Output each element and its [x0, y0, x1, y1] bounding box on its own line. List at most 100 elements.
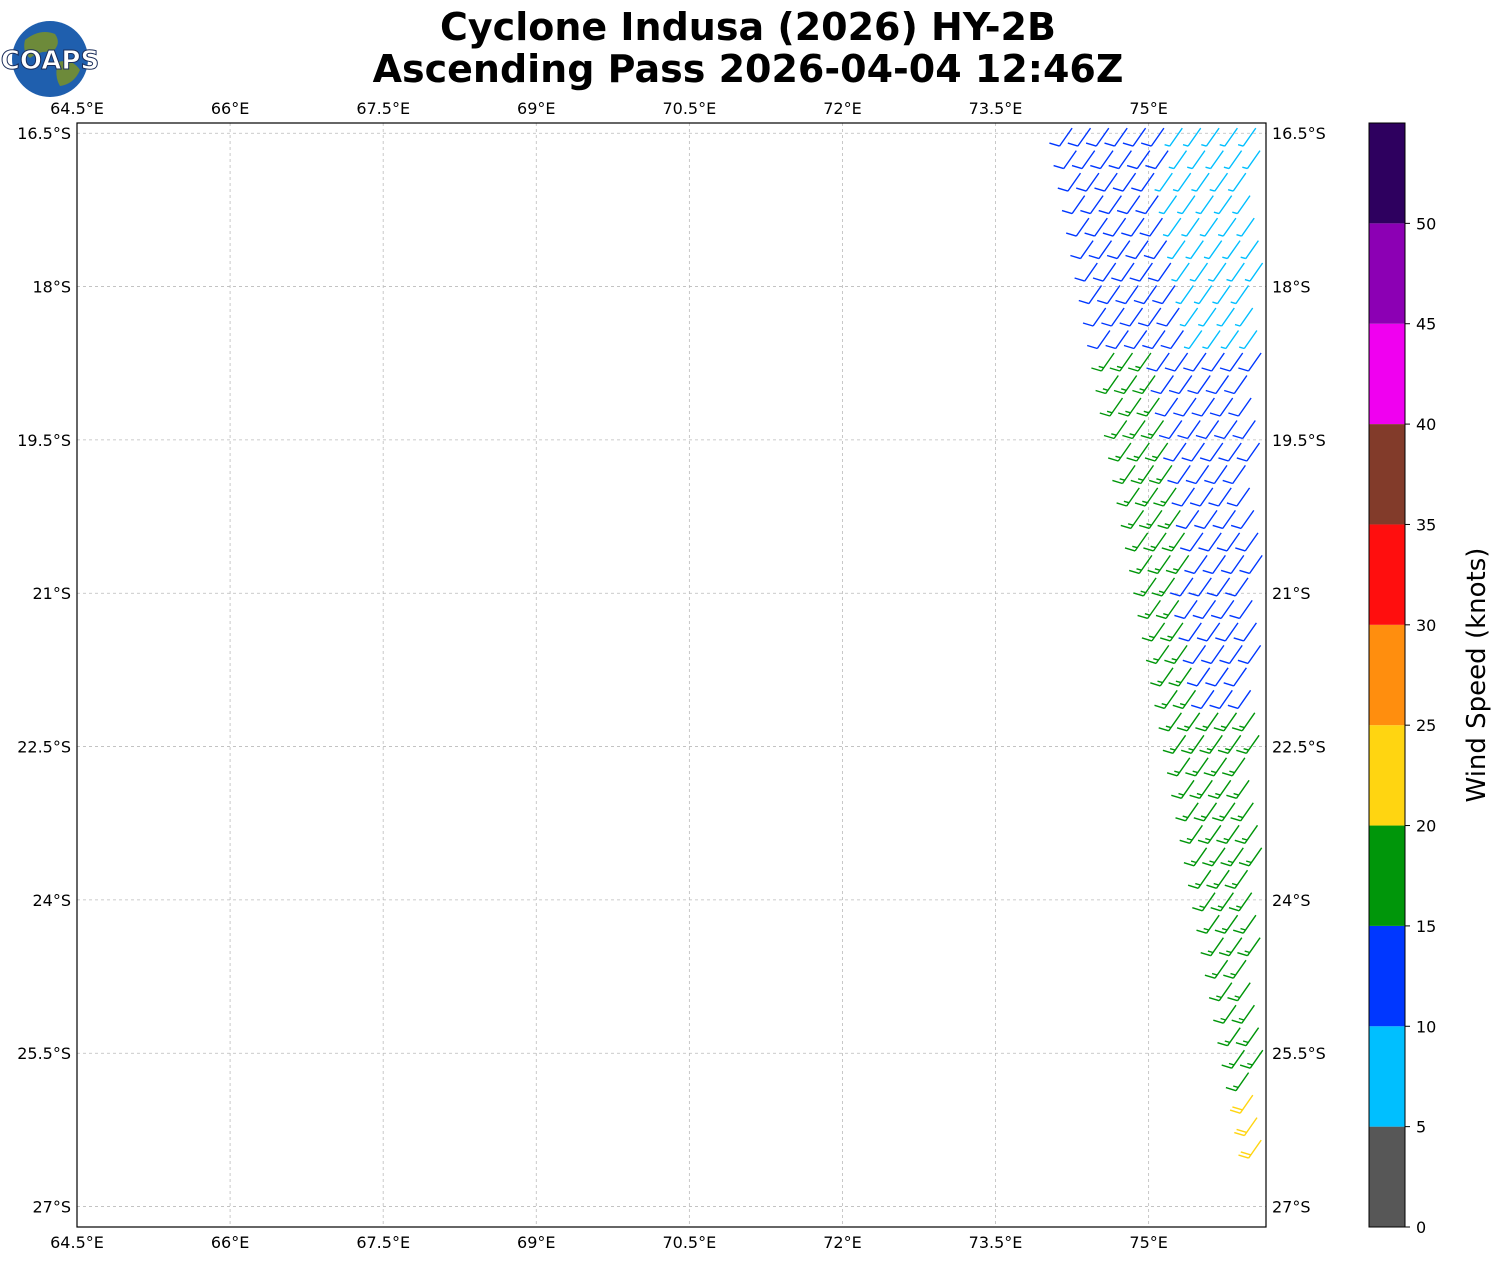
wind-barb: [1235, 1027, 1260, 1047]
wind-barb: [1102, 217, 1127, 237]
wind-barb: [1147, 262, 1172, 282]
wind-barb: [1182, 644, 1207, 665]
wind-barb: [1158, 712, 1182, 732]
lon-tick-label: 67.5°E: [356, 1233, 410, 1252]
map-background: [77, 123, 1266, 1227]
wind-barb: [1190, 689, 1215, 710]
wind-barb: [1136, 397, 1160, 417]
wind-barb: [1053, 150, 1077, 170]
wind-barb: [1187, 375, 1211, 395]
wind-barb: [1239, 1049, 1264, 1069]
wind-barb: [1209, 172, 1229, 192]
wind-barb: [1160, 330, 1184, 350]
wind-barb: [1222, 240, 1241, 260]
wind-barb: [1216, 532, 1241, 552]
wind-barb: [1227, 982, 1251, 1002]
wind-barb: [1185, 240, 1204, 260]
wind-barb: [1234, 1117, 1258, 1137]
colorbar: 0 5 10 15 20 25 30 35 40 45 50 Wind Speed (knots): [1368, 122, 1492, 1237]
wind-barb: [1229, 599, 1253, 620]
colorbar-bin: [1369, 1126, 1405, 1227]
wind-barb: [1160, 622, 1184, 642]
wind-barb: [1201, 127, 1220, 147]
wind-barb: [1171, 779, 1195, 799]
wind-barb: [1207, 779, 1232, 799]
wind-barb: [1129, 554, 1153, 575]
wind-barb: [1112, 172, 1137, 192]
lon-tick-label: 75°E: [1129, 1233, 1167, 1252]
wind-barb: [1223, 959, 1247, 979]
wind-barb: [1074, 262, 1098, 282]
wind-barb: [1191, 397, 1215, 417]
lon-tick-label: 75°E: [1129, 99, 1167, 118]
wind-barb: [1135, 195, 1159, 215]
wind-barb: [1230, 285, 1250, 305]
wind-barb: [1154, 397, 1179, 417]
wind-barb: [1116, 487, 1140, 507]
wind-barb: [1080, 195, 1104, 215]
wind-barb: [1233, 914, 1257, 934]
wind-barb: [1200, 644, 1225, 665]
lat-tick-label: 19.5°S: [1272, 431, 1326, 450]
wind-barb: [1193, 285, 1213, 305]
wind-barb: [1162, 217, 1182, 237]
wind-barb: [1213, 1004, 1237, 1024]
wind-barb: [1178, 622, 1202, 642]
wind-barb: [1164, 127, 1183, 147]
lon-tick-label: 64.5°E: [50, 1233, 104, 1252]
wind-barb: [1199, 442, 1224, 462]
wind-barb: [1161, 532, 1186, 552]
wind-barb: [1200, 937, 1224, 957]
wind-barb: [1067, 127, 1092, 147]
wind-barb: [1204, 465, 1228, 485]
wind-barb: [1145, 150, 1169, 170]
wind-barb: [1085, 127, 1110, 147]
wind-barb: [1183, 352, 1207, 372]
wind-barb: [1238, 1139, 1262, 1159]
wind-barb: [1164, 644, 1188, 665]
wind-barb: [1206, 869, 1230, 889]
wind-barb: [1088, 240, 1113, 260]
wind-barb: [1210, 892, 1234, 912]
wind-barb: [1111, 262, 1135, 282]
lat-tick-label: 21°S: [32, 584, 71, 603]
wind-barb: [1175, 802, 1199, 822]
colorbar-frame: [1368, 122, 1406, 1228]
wind-barb: [1171, 262, 1190, 282]
colorbar-tick-label: 5: [1416, 1118, 1426, 1137]
wind-barb: [1119, 307, 1144, 327]
wind-barb: [1144, 442, 1169, 462]
wind-barb: [1185, 757, 1209, 777]
wind-barb: [1212, 802, 1236, 822]
wind-barb: [1118, 397, 1142, 417]
wind-barb: [1150, 375, 1174, 395]
lat-tick-label: 18°S: [1272, 278, 1311, 297]
wind-barb: [1153, 487, 1177, 507]
wind-barb: [1237, 127, 1257, 147]
wind-barb: [1221, 1049, 1245, 1069]
wind-barb: [1129, 262, 1153, 282]
lon-tick-label: 69°E: [517, 1233, 555, 1252]
wind-barb: [1098, 195, 1122, 215]
lat-tick-label: 25.5°S: [17, 1044, 71, 1063]
title-line-2: Ascending Pass 2026-04-04 12:46Z: [373, 47, 1124, 91]
lat-tick-label: 22.5°S: [17, 738, 71, 757]
wind-barb: [1202, 847, 1226, 867]
wind-barb: [1225, 1072, 1250, 1092]
wind-barb: [1165, 554, 1190, 575]
wind-barb: [1156, 307, 1180, 327]
wind-barb: [1187, 150, 1206, 170]
wind-barb: [1139, 509, 1163, 530]
lon-tick-label: 72°E: [823, 99, 861, 118]
wind-barb: [1147, 554, 1171, 575]
colorbar-tick-label: 50: [1416, 214, 1436, 233]
lat-tick-label: 24°S: [32, 891, 71, 910]
wind-barb: [1141, 622, 1166, 642]
wind-barb: [1228, 397, 1252, 417]
wind-barb: [1226, 262, 1245, 282]
wind-barb: [1091, 352, 1115, 372]
wind-barb: [1177, 195, 1196, 215]
wind-barb: [1219, 644, 1243, 665]
lon-tick-label: 64.5°E: [50, 99, 104, 118]
wind-barb: [1214, 420, 1238, 440]
